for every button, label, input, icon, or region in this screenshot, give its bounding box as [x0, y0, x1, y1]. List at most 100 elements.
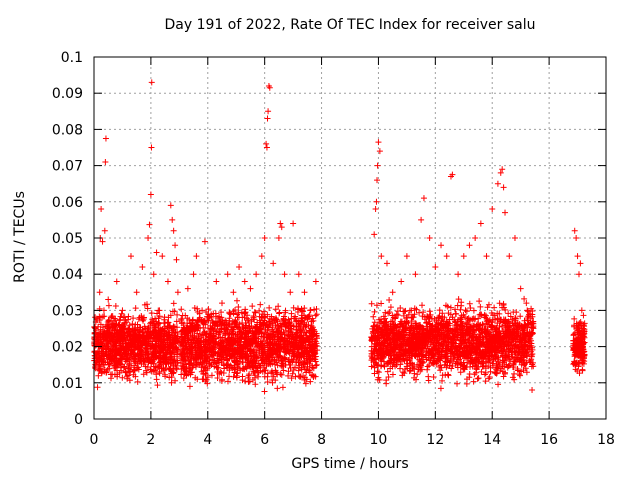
- data-point: [95, 372, 102, 379]
- data-point: [389, 371, 396, 378]
- data-point: [408, 307, 415, 314]
- data-point: [264, 370, 271, 377]
- data-point: [477, 350, 484, 357]
- data-point: [437, 385, 444, 392]
- data-point: [293, 323, 300, 330]
- data-point: [433, 317, 440, 324]
- data-point: [288, 310, 295, 317]
- data-point: [436, 313, 443, 320]
- data-point: [509, 320, 516, 327]
- data-point: [108, 333, 115, 340]
- data-point: [141, 357, 148, 364]
- data-point: [203, 339, 210, 346]
- data-point: [465, 315, 472, 322]
- data-point: [479, 334, 486, 341]
- data-point: [212, 359, 219, 366]
- data-point: [505, 342, 512, 349]
- data-point: [376, 325, 383, 332]
- data-point: [146, 333, 153, 340]
- data-point: [307, 353, 314, 360]
- data-point: [132, 305, 139, 312]
- data-point: [473, 334, 480, 341]
- data-point: [499, 357, 506, 364]
- data-point: [183, 324, 190, 331]
- data-point: [406, 348, 413, 355]
- data-point: [391, 335, 398, 342]
- data-point: [290, 350, 297, 357]
- data-point: [107, 371, 114, 378]
- data-point: [122, 358, 129, 365]
- data-point: [235, 338, 242, 345]
- data-point: [155, 329, 162, 336]
- data-point: [454, 380, 461, 387]
- data-point: [196, 310, 203, 317]
- data-point: [435, 314, 442, 321]
- data-point: [297, 332, 304, 339]
- data-point: [241, 324, 248, 331]
- data-point: [275, 323, 282, 330]
- data-point: [445, 334, 452, 341]
- data-point: [105, 351, 112, 358]
- data-point: [273, 315, 280, 322]
- data-point: [512, 355, 519, 362]
- data-point: [509, 327, 516, 334]
- data-point: [308, 325, 315, 332]
- data-point: [232, 366, 239, 373]
- data-point: [303, 366, 310, 373]
- data-point: [133, 365, 140, 372]
- data-point: [499, 338, 506, 345]
- data-point: [203, 354, 210, 361]
- data-point: [274, 346, 281, 353]
- data-point: [463, 323, 470, 330]
- data-point: [407, 367, 414, 374]
- data-point: [274, 318, 281, 325]
- data-point: [493, 370, 500, 377]
- data-point: [388, 344, 395, 351]
- data-point: [507, 313, 514, 320]
- data-point: [228, 323, 235, 330]
- data-point: [289, 370, 296, 377]
- data-point: [397, 305, 404, 312]
- data-point: [295, 306, 302, 313]
- data-point: [243, 333, 250, 340]
- data-point: [227, 345, 234, 352]
- data-point: [212, 319, 219, 326]
- data-point: [414, 371, 421, 378]
- data-point: [251, 331, 258, 338]
- data-point: [168, 360, 175, 367]
- data-point: [120, 347, 127, 354]
- data-point: [445, 372, 452, 379]
- data-point: [379, 339, 386, 346]
- data-point: [428, 353, 435, 360]
- data-point: [254, 323, 261, 330]
- data-point: [429, 322, 436, 329]
- data-point: [243, 351, 250, 358]
- data-point: [146, 356, 153, 363]
- data-point: [492, 346, 499, 353]
- data-point: [413, 376, 420, 383]
- data-point: [577, 318, 584, 325]
- data-point: [200, 358, 207, 365]
- data-point: [152, 367, 159, 374]
- data-point: [573, 359, 580, 366]
- data-point: [234, 347, 241, 354]
- data-point: [458, 312, 465, 319]
- data-point: [500, 373, 507, 380]
- data-point: [126, 344, 133, 351]
- data-point: [372, 334, 379, 341]
- data-point: [304, 315, 311, 322]
- data-point: [105, 340, 112, 347]
- data-point: [455, 323, 462, 330]
- data-point: [168, 374, 175, 381]
- data-point: [182, 312, 189, 319]
- data-point: [300, 372, 307, 379]
- data-point: [121, 347, 128, 354]
- data-point: [522, 365, 529, 372]
- data-point: [214, 364, 221, 371]
- data-point: [392, 315, 399, 322]
- data-point: [161, 320, 168, 327]
- data-point: [250, 313, 257, 320]
- data-point: [133, 334, 140, 341]
- data-point: [429, 351, 436, 358]
